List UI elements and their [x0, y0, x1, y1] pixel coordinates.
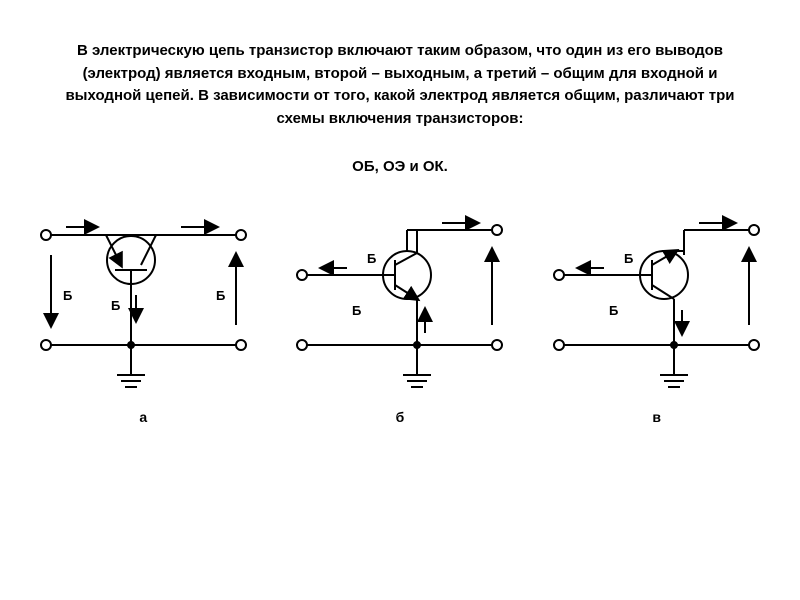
caption-c: в: [534, 409, 779, 425]
diagram-common-base: Б Б Б а: [21, 205, 266, 425]
label-b: Б: [63, 288, 72, 303]
caption-b: б: [277, 409, 522, 425]
caption-a: а: [21, 409, 266, 425]
diagram-common-emitter: Б Б б: [277, 205, 522, 425]
label-b: Б: [624, 251, 633, 266]
label-b: Б: [367, 251, 376, 266]
description-sub: ОБ, ОЭ и ОК.: [0, 158, 800, 175]
label-b: Б: [216, 288, 225, 303]
diagram-common-collector: Б Б в: [534, 205, 779, 425]
label-b: Б: [111, 298, 120, 313]
label-b: Б: [609, 303, 618, 318]
diagrams-row: Б Б Б а: [0, 175, 800, 425]
description-paragraph: В электрическую цепь транзистор включают…: [0, 0, 800, 140]
label-b: Б: [352, 303, 361, 318]
